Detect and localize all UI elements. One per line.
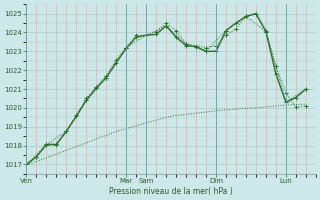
X-axis label: Pression niveau de la mer( hPa ): Pression niveau de la mer( hPa ) <box>109 187 233 196</box>
